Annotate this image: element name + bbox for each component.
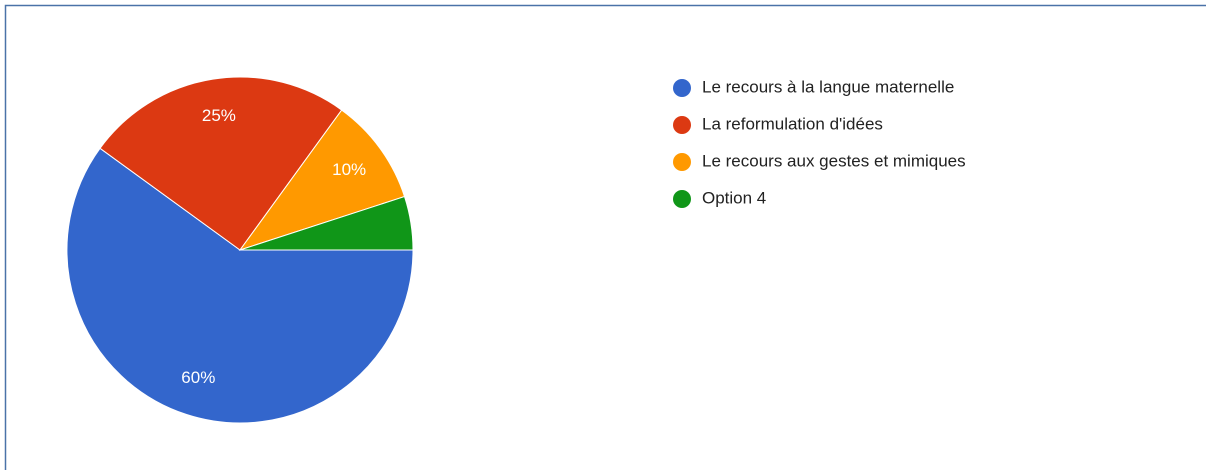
slice-label: 10% — [332, 160, 366, 179]
legend-swatch — [673, 190, 691, 208]
pie-slice — [99, 76, 343, 251]
legend-label: Option 4 — [702, 188, 766, 207]
slice-label: 60% — [181, 368, 215, 387]
slice-label: 25% — [202, 106, 236, 125]
legend-swatch — [673, 79, 691, 97]
legend-label: Le recours aux gestes et mimiques — [702, 151, 966, 170]
legend-label: La reformulation d'idées — [702, 114, 883, 133]
pie-slice — [238, 109, 406, 251]
legend-label: Le recours à la langue maternelle — [702, 77, 954, 96]
legend-swatch — [673, 116, 691, 134]
pie-slice — [66, 147, 414, 424]
legend-swatch — [673, 153, 691, 171]
pie-slice — [239, 195, 414, 251]
